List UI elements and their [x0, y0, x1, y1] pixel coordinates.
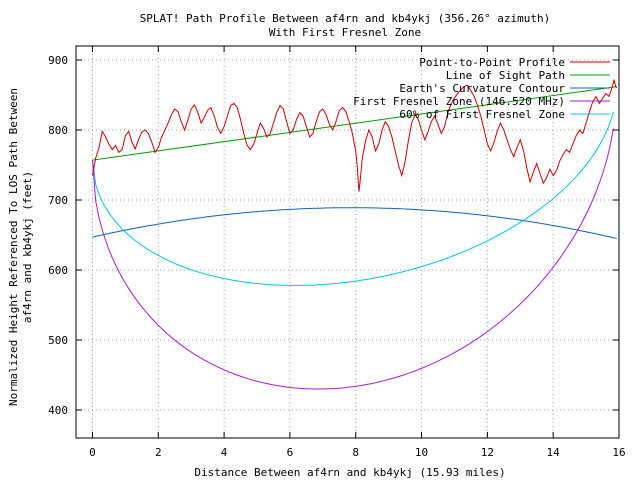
y-tick-label: 500	[48, 334, 68, 347]
series-group	[92, 79, 618, 390]
x-tick-label: 8	[352, 446, 359, 459]
chart-subtitle: With First Fresnel Zone	[269, 26, 421, 39]
x-tick-label: 10	[415, 446, 428, 459]
legend-label: Earth's Curvature Contour	[399, 82, 565, 95]
series-line-point-to-point-profile	[92, 79, 618, 192]
y-tick-label: 800	[48, 124, 68, 137]
grid	[76, 46, 620, 438]
y-tick-label: 900	[48, 54, 68, 67]
x-tick-label: 6	[287, 446, 294, 459]
x-axis-label: Distance Between af4rn and kb4ykj (15.93…	[194, 466, 505, 479]
plot-frame	[75, 45, 620, 439]
y-tick-label: 700	[48, 194, 68, 207]
series-line-60-of-first-fresnel-zone	[92, 111, 614, 286]
y-tick-label: 600	[48, 264, 68, 277]
series-line-first-fresnel-zone-146-520-mhz	[92, 128, 614, 390]
legend-label: First Fresnel Zone (146.520 MHz)	[353, 95, 565, 108]
legend-label: Point-to-Point Profile	[419, 56, 565, 69]
x-tick-label: 12	[481, 446, 494, 459]
x-tick-label: 4	[221, 446, 228, 459]
y-axis-label-line1: Normalized Height Referenced To LOS Path…	[7, 88, 20, 406]
legend-label: Line of Sight Path	[446, 69, 565, 82]
series-line-earth-s-curvature-contour	[92, 207, 617, 239]
x-tick-label: 2	[155, 446, 162, 459]
chart-title: SPLAT! Path Profile Between af4rn and kb…	[140, 12, 551, 25]
axes: 0 2 4 6 8 10 12 14 16 400 500 600 700 800 900	[48, 46, 626, 459]
y-axis-label-line2: af4rn and kb4ykj (feet)	[21, 171, 34, 323]
x-tick-label: 0	[89, 446, 96, 459]
legend-label: 60% of First Fresnel Zone	[399, 108, 565, 121]
series-line-line-of-sight-path	[92, 86, 617, 161]
x-tick-label: 14	[547, 446, 561, 459]
y-tick-label: 400	[48, 404, 68, 417]
x-tick-label: 16	[612, 446, 625, 459]
